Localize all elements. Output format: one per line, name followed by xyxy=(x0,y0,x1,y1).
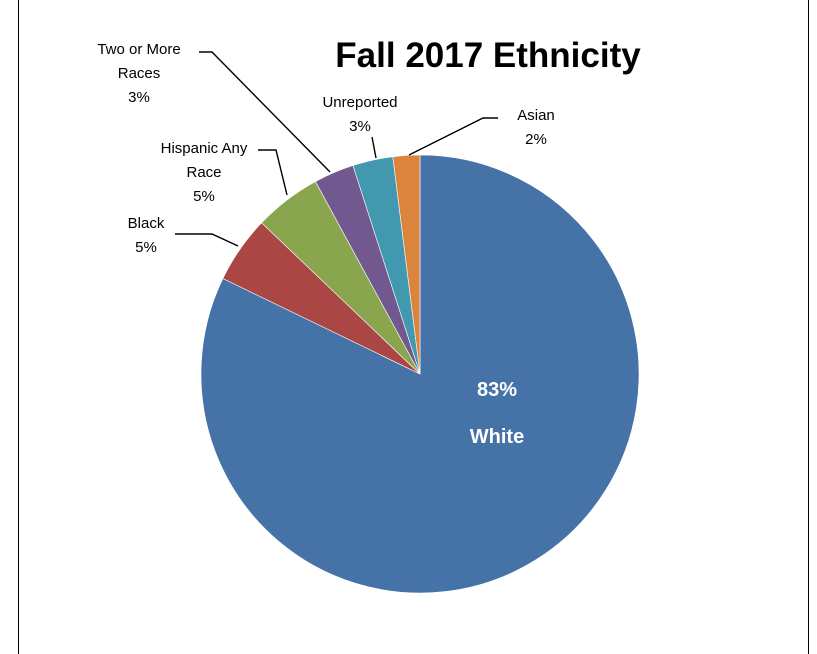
leader-line-two-or-more-races xyxy=(199,51,331,173)
leader-lines xyxy=(175,51,498,247)
slice-labels: 83% White Black 5% Hispanic Any Race 5% Two or … xyxy=(97,41,554,448)
slice-label-asian-line-1: Asian xyxy=(517,107,555,124)
slice-pct-two-or-more-races: 3% xyxy=(128,89,150,106)
chart-title: Fall 2017 Ethnicity xyxy=(335,36,641,75)
leader-line-black xyxy=(175,233,239,247)
slice-label-two-or-more-races-line-1: Two or More xyxy=(97,41,180,58)
slice-label-two-or-more-races-line-2: Races xyxy=(118,65,161,82)
leader-line-hispanic-any-race xyxy=(258,149,288,196)
slice-pct-white: 83% xyxy=(477,379,517,401)
slice-label-white: White xyxy=(470,426,524,448)
slice-label-hispanic-any-race-line-1: Hispanic Any xyxy=(161,140,248,157)
slice-pct-unreported: 3% xyxy=(349,118,371,135)
slice-label-black-line-1: Black xyxy=(128,215,165,232)
slice-pct-black: 5% xyxy=(135,239,157,256)
leader-line-unreported xyxy=(371,136,377,159)
slice-pct-asian: 2% xyxy=(525,131,547,148)
pie-slices xyxy=(200,154,640,594)
slice-label-hispanic-any-race-line-2: Race xyxy=(186,164,221,181)
slice-pct-hispanic-any-race: 5% xyxy=(193,188,215,205)
pie-slice-asian xyxy=(392,154,421,375)
leader-line-asian xyxy=(408,117,498,156)
slice-label-unreported-line-1: Unreported xyxy=(322,94,397,111)
